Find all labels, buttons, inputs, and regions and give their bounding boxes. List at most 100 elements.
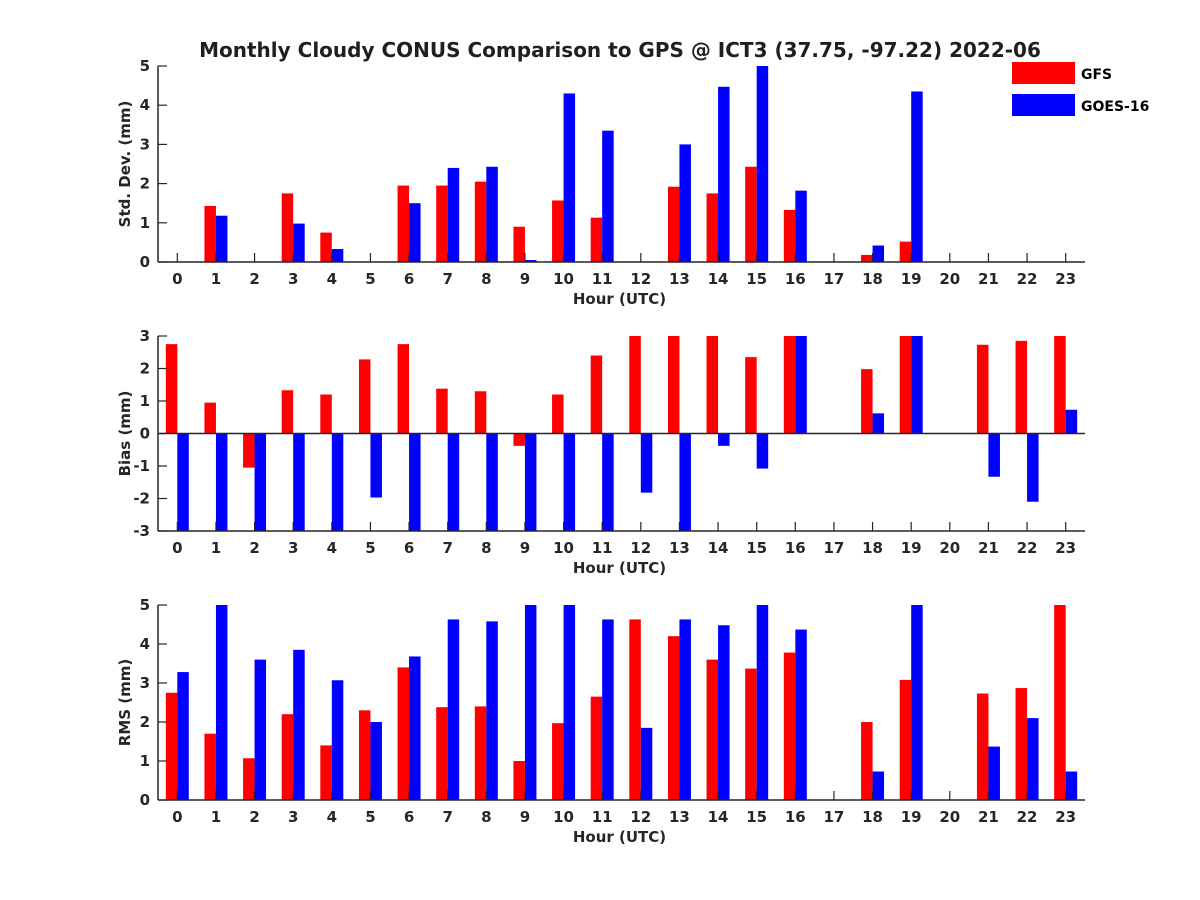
x-tick-label: 13 <box>669 808 690 826</box>
bar-gfs-hour-3 <box>281 390 294 434</box>
bar-goes16-hour-10 <box>563 93 576 262</box>
x-tick-label: 11 <box>592 539 613 557</box>
bar-goes16-hour-7 <box>447 167 460 262</box>
y-tick-label: 0 <box>140 253 150 271</box>
bar-gfs-hour-14 <box>706 659 719 800</box>
x-tick-label: 6 <box>404 539 414 557</box>
bar-gfs-hour-10 <box>552 723 564 800</box>
legend-label-goes16: GOES-16 <box>1081 99 1149 115</box>
bar-gfs-hour-6 <box>397 185 410 262</box>
x-tick-label: 23 <box>1055 808 1076 826</box>
bar-gfs-hour-13 <box>667 636 680 800</box>
x-tick-label: 7 <box>442 539 452 557</box>
x-tick-label: 2 <box>249 270 259 288</box>
x-tick-label: 17 <box>824 808 845 826</box>
x-tick-label: 11 <box>592 270 613 288</box>
x-axis-label: Hour (UTC) <box>573 290 666 308</box>
x-tick-label: 14 <box>708 808 729 826</box>
figure-title: Monthly Cloudy CONUS Comparison to GPS @… <box>199 38 1041 62</box>
bar-goes16-hour-22 <box>1027 433 1039 502</box>
bar-gfs-hour-1 <box>204 733 216 800</box>
x-tick-label: 8 <box>481 270 491 288</box>
x-tick-label: 18 <box>862 808 883 826</box>
bar-goes16-hour-3 <box>293 433 305 531</box>
y-tick-label: 2 <box>140 713 150 731</box>
x-tick-label: 3 <box>288 539 298 557</box>
bar-goes16-hour-16 <box>795 336 807 434</box>
x-tick-label: 10 <box>553 539 574 557</box>
bar-goes16-hour-23 <box>1065 771 1078 800</box>
bar-goes16-hour-19 <box>911 91 923 262</box>
x-tick-label: 6 <box>404 808 414 826</box>
bar-gfs-hour-16 <box>783 209 796 262</box>
bar-gfs-hour-7 <box>436 707 448 800</box>
bar-gfs-hour-0 <box>165 344 178 434</box>
y-tick-label: 3 <box>140 135 150 153</box>
bar-goes16-hour-22 <box>1027 718 1039 800</box>
bar-gfs-hour-6 <box>397 667 410 800</box>
x-tick-label: 18 <box>862 539 883 557</box>
bar-gfs-hour-12 <box>629 336 641 434</box>
x-tick-label: 5 <box>365 808 375 826</box>
y-tick-label: 1 <box>140 392 150 410</box>
y-axis-label: Std. Dev. (mm) <box>116 101 134 228</box>
x-tick-label: 19 <box>901 808 922 826</box>
x-tick-label: 22 <box>1017 270 1038 288</box>
bar-goes16-hour-18 <box>872 771 885 800</box>
bar-gfs-hour-3 <box>281 193 294 262</box>
x-tick-label: 14 <box>708 539 729 557</box>
bar-goes16-hour-12 <box>640 727 653 800</box>
bar-gfs-hour-11 <box>590 696 603 800</box>
bar-goes16-hour-0 <box>177 672 189 800</box>
y-tick-label: -2 <box>133 490 150 508</box>
x-tick-label: 1 <box>211 539 221 557</box>
bar-gfs-hour-13 <box>667 186 680 262</box>
x-tick-label: 10 <box>553 270 574 288</box>
bar-goes16-hour-11 <box>602 130 614 262</box>
x-tick-label: 16 <box>785 270 806 288</box>
x-tick-label: 11 <box>592 808 613 826</box>
x-tick-label: 23 <box>1055 270 1076 288</box>
x-tick-label: 20 <box>939 808 960 826</box>
bar-gfs-hour-13 <box>667 336 680 434</box>
x-tick-label: 4 <box>327 539 337 557</box>
bar-gfs-hour-23 <box>1054 336 1066 434</box>
x-tick-label: 19 <box>901 270 922 288</box>
bar-gfs-hour-19 <box>899 241 912 262</box>
bar-goes16-hour-9 <box>524 605 537 800</box>
y-axis-label: Bias (mm) <box>116 391 134 477</box>
bar-gfs-hour-1 <box>204 402 216 434</box>
bar-goes16-hour-18 <box>872 245 885 262</box>
x-tick-label: 16 <box>785 808 806 826</box>
bar-gfs-hour-4 <box>320 232 332 262</box>
x-tick-label: 12 <box>630 270 651 288</box>
bar-goes16-hour-2 <box>254 433 267 531</box>
bar-goes16-hour-5 <box>370 433 382 498</box>
bar-gfs-hour-23 <box>1054 605 1066 800</box>
x-tick-label: 3 <box>288 270 298 288</box>
bar-gfs-hour-11 <box>590 355 603 434</box>
bar-gfs-hour-22 <box>1015 340 1028 434</box>
bar-gfs-hour-7 <box>436 388 448 434</box>
y-tick-label: 1 <box>140 752 150 770</box>
bar-goes16-hour-15 <box>756 66 769 262</box>
bar-goes16-hour-14 <box>718 433 730 446</box>
bar-goes16-hour-1 <box>215 433 228 531</box>
y-tick-label: -1 <box>133 457 150 475</box>
bar-goes16-hour-10 <box>563 433 576 531</box>
bar-goes16-hour-1 <box>215 215 228 262</box>
bar-gfs-hour-1 <box>204 205 216 262</box>
y-tick-label: 1 <box>140 214 150 232</box>
x-axis-label: Hour (UTC) <box>573 559 666 577</box>
x-tick-label: 22 <box>1017 808 1038 826</box>
bar-gfs-hour-22 <box>1015 688 1028 800</box>
x-tick-label: 1 <box>211 808 221 826</box>
x-tick-label: 14 <box>708 270 729 288</box>
x-tick-label: 17 <box>824 539 845 557</box>
bar-gfs-hour-2 <box>243 433 255 468</box>
x-tick-label: 10 <box>553 808 574 826</box>
x-tick-label: 2 <box>249 808 259 826</box>
